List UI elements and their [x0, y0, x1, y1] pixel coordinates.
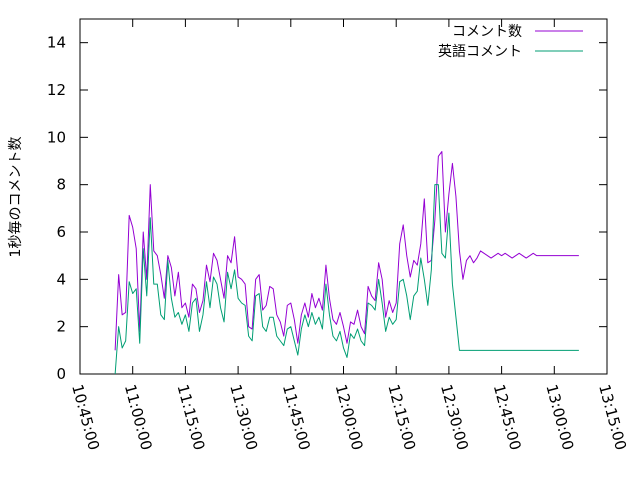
y-tick-label: 12: [47, 81, 66, 99]
x-tick-label: 11:30:00: [226, 382, 261, 452]
legend-label-english-comments: 英語コメント: [438, 43, 522, 60]
y-tick-label: 10: [47, 128, 66, 146]
legend: コメント数 英語コメント: [438, 24, 583, 60]
y-tick-label: 14: [47, 34, 66, 52]
x-tick-label: 12:00:00: [332, 382, 367, 452]
x-tick-label: 12:45:00: [490, 382, 525, 452]
x-tick-label: 12:15:00: [384, 382, 419, 452]
legend-label-comments: コメント数: [452, 24, 522, 40]
y-tick-label: 0: [56, 365, 66, 383]
plot-area: [79, 18, 608, 375]
y-tick-label: 6: [56, 223, 66, 241]
x-tick-label: 12:30:00: [437, 382, 472, 452]
y-tick-label: 4: [56, 270, 66, 288]
x-tick-label: 11:45:00: [279, 382, 314, 452]
x-tick-label: 10:45:00: [68, 382, 103, 452]
x-tick-label: 11:00:00: [121, 382, 156, 452]
x-tick-label: 13:15:00: [595, 382, 630, 452]
series-layer: [114, 151, 579, 375]
y-tick-label: 2: [56, 318, 66, 336]
y-axis: 0 2 4 6 8 10 12 14: [47, 34, 607, 383]
x-tick-label: 13:00:00: [542, 382, 577, 452]
x-tick-label: 11:15:00: [174, 382, 209, 452]
series-line-1: [114, 184, 579, 375]
plot-border: [79, 18, 608, 375]
x-axis: 10:45:00 11:00:00 11:15:00 11:30:00 11:45:00…: [68, 19, 630, 452]
y-axis-label: 1秒毎のコメント数: [8, 137, 24, 258]
series-line-0: [114, 151, 579, 351]
y-tick-label: 8: [56, 176, 66, 194]
